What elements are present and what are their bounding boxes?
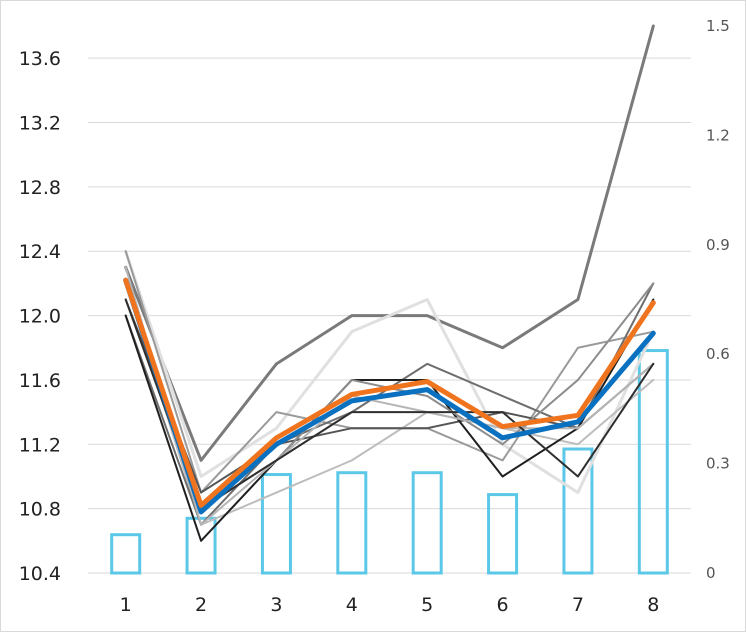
x-tick-label: 2 [195, 594, 207, 616]
bar [562, 447, 594, 575]
x-tick-label: 6 [497, 594, 509, 616]
y-right-tick-label: 0 [706, 564, 716, 582]
y-left-tick-label: 10.8 [19, 499, 61, 521]
x-tick-label: 4 [346, 594, 358, 616]
x-tick-label: 1 [120, 594, 132, 616]
y-right-tick-label: 1.2 [706, 126, 730, 144]
bar [411, 471, 443, 575]
y-left-tick-label: 12.4 [19, 241, 61, 263]
bar [336, 471, 368, 575]
y-left-tick-label: 10.4 [19, 563, 61, 585]
y-left-tick-label: 13.2 [19, 113, 61, 135]
bar-series [110, 349, 669, 575]
y-right-tick-label: 0.6 [706, 345, 730, 363]
series-line [123, 277, 656, 508]
bar [487, 493, 519, 575]
series-line [124, 266, 655, 526]
series-line [123, 277, 656, 515]
bar [637, 349, 669, 575]
line-series [123, 24, 656, 542]
y-axis-right: 0 0.3 0.6 0.9 1.2 1.5 [706, 17, 730, 582]
y-right-tick-label: 0.9 [706, 236, 730, 254]
y-left-tick-label: 11.2 [19, 434, 61, 456]
y-axis-left: 10.4 10.8 11.2 11.6 12.0 12.4 12.8 13.2 13.6 [19, 48, 61, 585]
series-line [124, 282, 655, 526]
bar [260, 473, 292, 575]
y-left-tick-label: 12.0 [19, 306, 61, 328]
x-tick-label: 3 [270, 594, 282, 616]
y-left-tick-label: 12.8 [19, 177, 61, 199]
series-line [124, 298, 655, 542]
x-tick-label: 7 [572, 594, 584, 616]
y-left-tick-label: 13.6 [19, 48, 61, 70]
y-left-tick-label: 11.6 [19, 370, 61, 392]
x-tick-label: 8 [647, 594, 659, 616]
x-tick-label: 5 [421, 594, 433, 616]
bar [110, 533, 142, 575]
y-right-tick-label: 1.5 [706, 17, 730, 35]
y-right-tick-label: 0.3 [706, 455, 730, 473]
bar [185, 516, 217, 575]
x-axis: 1 2 3 4 5 6 7 8 [120, 594, 660, 616]
series-line [124, 249, 655, 495]
